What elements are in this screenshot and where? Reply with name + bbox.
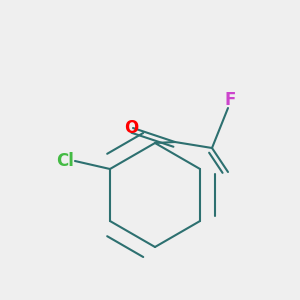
Text: F: F xyxy=(224,91,236,109)
Text: Cl: Cl xyxy=(56,152,74,170)
Text: O: O xyxy=(124,119,138,137)
